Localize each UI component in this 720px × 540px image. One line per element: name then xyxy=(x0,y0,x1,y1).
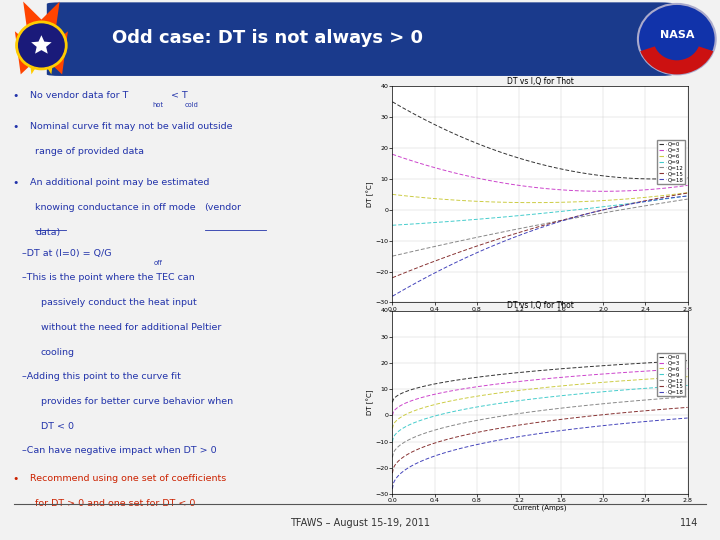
X-axis label: Current (Amps): Current (Amps) xyxy=(513,505,567,511)
Text: –Adding this point to the curve fit: –Adding this point to the curve fit xyxy=(22,372,181,381)
Text: passively conduct the heat input: passively conduct the heat input xyxy=(41,298,197,307)
X-axis label: Current (Amps): Current (Amps) xyxy=(513,313,567,320)
Text: off: off xyxy=(154,260,163,266)
FancyBboxPatch shape xyxy=(47,2,673,76)
Polygon shape xyxy=(27,23,56,75)
Text: –Can have negative impact when DT > 0: –Can have negative impact when DT > 0 xyxy=(22,447,217,455)
Title: DT vs I,Q for Thot: DT vs I,Q for Thot xyxy=(507,301,573,310)
Polygon shape xyxy=(15,2,68,75)
Text: hot: hot xyxy=(153,102,163,108)
Text: Recommend using one set of coefficients: Recommend using one set of coefficients xyxy=(30,474,226,483)
Text: An additional point may be estimated: An additional point may be estimated xyxy=(30,178,209,187)
Text: Odd case: DT is not always > 0: Odd case: DT is not always > 0 xyxy=(112,29,423,46)
Text: data): data) xyxy=(35,228,60,237)
Text: •: • xyxy=(13,474,19,484)
Text: TFAWS – August 15-19, 2011: TFAWS – August 15-19, 2011 xyxy=(290,518,430,528)
Legend: Q=0, Q=3, Q=6, Q=9, Q=12, Q=15, Q=18: Q=0, Q=3, Q=6, Q=9, Q=12, Q=15, Q=18 xyxy=(657,353,685,396)
Text: for DT > 0 and one set for DT < 0: for DT > 0 and one set for DT < 0 xyxy=(35,499,196,508)
Text: •: • xyxy=(13,178,19,188)
Wedge shape xyxy=(640,46,714,75)
Text: DT < 0: DT < 0 xyxy=(41,422,74,431)
Text: No vendor data for T: No vendor data for T xyxy=(30,91,128,100)
Text: •: • xyxy=(13,91,19,102)
Text: NASA: NASA xyxy=(660,30,694,40)
Text: cooling: cooling xyxy=(41,348,75,357)
Text: cold: cold xyxy=(185,102,199,108)
Text: Nominal curve fit may not be valid outside: Nominal curve fit may not be valid outsi… xyxy=(30,122,232,131)
Text: without the need for additional Peltier: without the need for additional Peltier xyxy=(41,323,221,332)
Text: (vendor: (vendor xyxy=(204,203,241,212)
Text: –This is the point where the TEC can: –This is the point where the TEC can xyxy=(22,273,195,282)
Text: < T: < T xyxy=(168,91,188,100)
Text: provides for better curve behavior when: provides for better curve behavior when xyxy=(41,397,233,407)
Polygon shape xyxy=(31,35,52,53)
Text: range of provided data: range of provided data xyxy=(35,147,144,156)
Text: •: • xyxy=(13,122,19,132)
Legend: Q=0, Q=3, Q=6, Q=9, Q=12, Q=15, Q=18: Q=0, Q=3, Q=6, Q=9, Q=12, Q=15, Q=18 xyxy=(657,140,685,184)
Title: DT vs I,Q for Thot: DT vs I,Q for Thot xyxy=(507,77,573,86)
Y-axis label: DT [°C]: DT [°C] xyxy=(366,389,374,415)
Text: 114: 114 xyxy=(680,518,698,528)
Circle shape xyxy=(17,22,66,69)
Circle shape xyxy=(638,4,716,75)
Text: –DT at (I=0) = Q/G: –DT at (I=0) = Q/G xyxy=(22,249,112,258)
Y-axis label: DT [°C]: DT [°C] xyxy=(366,181,374,207)
Text: knowing conductance in off mode: knowing conductance in off mode xyxy=(35,203,199,212)
